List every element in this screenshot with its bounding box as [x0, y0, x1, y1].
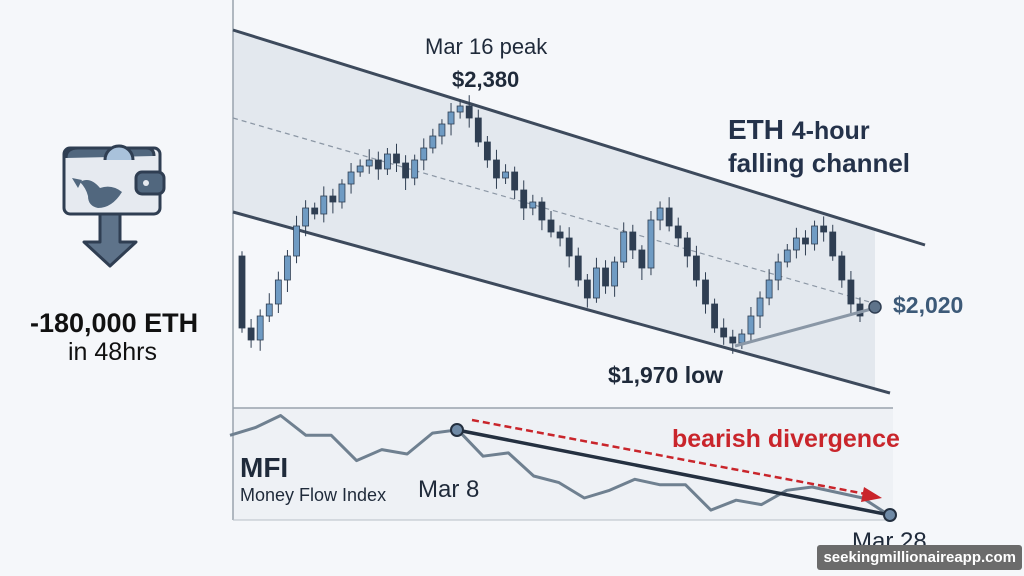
mfi-divergence-line — [456, 428, 891, 517]
candle — [465, 105, 473, 119]
arrow-head-icon — [861, 487, 882, 502]
candle — [320, 195, 328, 215]
channel-mid-line — [232, 117, 881, 306]
candle — [502, 171, 509, 179]
x-label-start: Mar 8 — [418, 476, 480, 503]
divergence-label: bearish divergence — [672, 425, 900, 453]
candle — [629, 231, 637, 251]
candle — [238, 255, 246, 329]
candle — [665, 207, 673, 227]
candle — [256, 315, 264, 341]
candle — [329, 195, 337, 203]
price-to-current-line — [734, 306, 876, 348]
candle — [674, 225, 682, 239]
candle — [265, 303, 273, 317]
candles — [238, 95, 864, 354]
candle — [647, 219, 655, 269]
candle — [756, 297, 764, 317]
candle — [656, 207, 664, 221]
candle — [411, 159, 419, 179]
current-value: $2,020 — [893, 292, 964, 318]
candle — [284, 255, 291, 281]
channel-upper-line — [232, 28, 926, 247]
candle — [820, 225, 828, 233]
candle — [720, 327, 728, 338]
low-value: $1,970 low — [608, 362, 724, 388]
peak-value: $2,380 — [452, 67, 520, 92]
candle — [311, 207, 319, 215]
mfi-peak-dot — [450, 423, 464, 437]
candle — [393, 153, 400, 164]
candle — [402, 162, 409, 179]
candle — [565, 237, 573, 257]
candle — [829, 231, 837, 257]
candle — [474, 117, 482, 143]
left-amount: -180,000 ETH — [30, 308, 199, 338]
mfi-title: MFI — [240, 452, 289, 483]
candle — [838, 255, 846, 281]
candle — [811, 225, 818, 245]
candle — [683, 237, 691, 257]
candle — [374, 159, 382, 170]
candle — [356, 165, 364, 173]
candle — [847, 279, 855, 305]
mfi-line — [229, 414, 889, 516]
candle — [520, 189, 528, 209]
candle — [429, 135, 437, 149]
current-price-dot — [868, 300, 882, 314]
candle — [574, 255, 582, 281]
candle — [529, 201, 537, 209]
candle — [538, 201, 546, 221]
mfi-end-dot — [883, 508, 897, 522]
candle — [293, 225, 300, 257]
candle — [602, 267, 609, 287]
candle — [247, 327, 255, 341]
chart-title-bold: ETH — [728, 114, 784, 145]
candle — [447, 111, 455, 125]
candle — [693, 255, 700, 281]
candle — [365, 159, 373, 167]
candle — [547, 219, 555, 233]
candle — [783, 249, 791, 263]
left-period: in 48hrs — [68, 338, 157, 366]
peak-label: Mar 16 peak — [425, 34, 548, 59]
watermark: seekingmillionaireapp.com — [817, 545, 1022, 570]
chart-title-line2: falling channel — [728, 148, 911, 178]
candle — [765, 279, 773, 299]
candle — [593, 267, 600, 299]
candle — [456, 105, 464, 113]
candle — [802, 237, 809, 245]
candle — [438, 123, 446, 137]
mfi-subtitle: Money Flow Index — [240, 485, 387, 505]
candle — [384, 153, 391, 170]
candle — [483, 141, 491, 161]
candle — [556, 231, 564, 239]
candle — [792, 237, 800, 251]
chart-title: ETH 4-hour — [728, 114, 870, 146]
candle — [702, 279, 709, 305]
candle — [738, 333, 746, 344]
candle — [420, 147, 428, 161]
whale-wallet-outflow-icon — [62, 144, 166, 268]
candle — [774, 261, 782, 281]
candle — [511, 171, 519, 191]
candle — [347, 171, 355, 185]
chart-title-rest: 4-hour — [791, 117, 870, 145]
candle — [638, 249, 646, 269]
candle — [620, 231, 628, 263]
candle — [611, 261, 619, 287]
candle — [274, 279, 282, 305]
channel-lower-line — [232, 210, 891, 395]
candle — [729, 336, 737, 344]
candle — [747, 315, 755, 335]
candle — [302, 207, 310, 227]
mfi-panel — [233, 408, 893, 520]
candle — [711, 303, 718, 329]
candle — [338, 183, 346, 203]
candle — [493, 159, 500, 179]
candle — [583, 279, 591, 299]
price-divergence-arrow — [471, 418, 867, 496]
